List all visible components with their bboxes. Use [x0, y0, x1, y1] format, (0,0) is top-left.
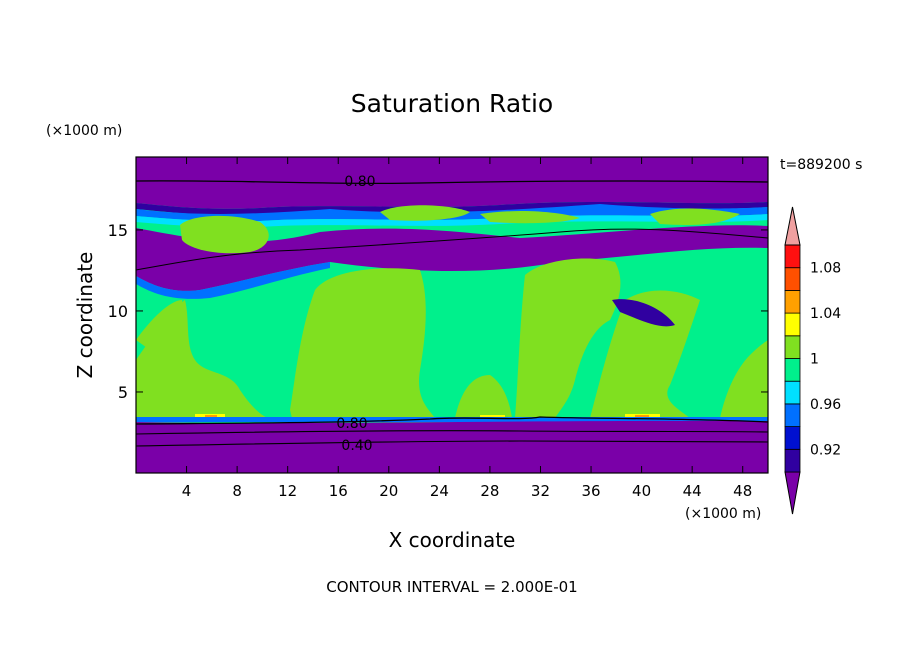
lower-dry-region: [136, 420, 768, 473]
y-tick-label: 5: [118, 383, 128, 402]
y-tick-label: 10: [108, 302, 128, 321]
cloud-tower: [136, 300, 183, 350]
dry-intrusion-band: [136, 225, 768, 291]
upper-cyan-band: [136, 214, 768, 228]
upper-cloud-patch: [380, 205, 470, 221]
contour-line-lower: [136, 430, 768, 435]
colorbar-max-arrow: [784, 206, 801, 246]
colorbar-tick-label: 0.92: [810, 442, 841, 458]
time-label: t=889200 s: [780, 157, 862, 173]
colorbar-swatch: [784, 448, 801, 473]
dry-intrusion-edge: [136, 262, 330, 299]
colorbar-swatch: [784, 267, 801, 291]
x-tick-label: 16: [329, 482, 348, 500]
dry-pocket: [612, 299, 675, 327]
x-axis-ticks: 4 8 12 16 20 24 28 32 36 40 44 48: [182, 157, 752, 500]
x-tick-label: 4: [182, 482, 192, 500]
colorbar-tick-label: 1.04: [810, 306, 841, 322]
contour-label: 0.80: [344, 174, 375, 190]
upper-cloud-patch: [650, 208, 740, 225]
x-tick-label: 32: [531, 482, 550, 500]
y-axis-unit: (×1000 m): [46, 123, 122, 139]
x-tick-label: 8: [232, 482, 242, 500]
cloud-tower: [290, 268, 435, 418]
supersaturation-spot: [205, 415, 217, 418]
colorbar-swatch: [784, 289, 801, 314]
colorbar-min-arrow: [784, 471, 801, 515]
y-tick-label: 15: [108, 221, 128, 240]
contour-labels: 0.80 0.80 0.40: [336, 174, 375, 454]
x-tick-label: 44: [683, 482, 702, 500]
contour-line-lower: [136, 416, 768, 425]
colorbar-swatch: [784, 312, 801, 337]
upper-cloud-patch: [480, 211, 580, 224]
cloud-tower: [455, 375, 512, 418]
contour-label: 0.40: [341, 438, 372, 454]
x-axis-label: X coordinate: [389, 528, 516, 552]
x-tick-label: 36: [581, 482, 600, 500]
colorbar: 0.92 0.96 1 1.04 1.08: [784, 206, 841, 515]
cloud-tower: [515, 258, 621, 418]
upper-cloud-patch: [180, 215, 269, 254]
x-tick-label: 20: [379, 482, 398, 500]
colorbar-swatch: [784, 335, 801, 359]
y-axis-label: Z coordinate: [73, 252, 97, 379]
cloud-tower: [720, 340, 768, 418]
x-tick-label: 28: [480, 482, 499, 500]
x-tick-label: 48: [733, 482, 752, 500]
colorbar-swatch: [784, 403, 801, 427]
x-axis-unit: (×1000 m): [685, 506, 761, 522]
contour-line-mid: [136, 228, 768, 271]
x-tick-label: 12: [278, 482, 297, 500]
colorbar-swatch: [784, 380, 801, 405]
colorbar-tick-label: 1: [810, 352, 819, 368]
colorbar-swatch: [784, 244, 801, 269]
x-tick-label: 24: [430, 482, 449, 500]
colorbar-tick-label: 0.96: [810, 397, 841, 413]
supersaturation-spot: [480, 415, 505, 418]
colorbar-swatch: [784, 358, 801, 382]
contour-plot-area: [136, 157, 768, 473]
supersaturation-spot: [635, 415, 649, 418]
colorbar-tick-label: 1.08: [810, 261, 841, 277]
colorbar-swatch: [784, 426, 801, 450]
x-tick-label: 40: [632, 482, 651, 500]
chart-title: Saturation Ratio: [351, 89, 553, 118]
plot-frame: [135, 156, 769, 474]
contour-line-lower: [136, 440, 768, 447]
contour-line-top: [136, 180, 768, 185]
y-axis-ticks: 5 10 15: [108, 221, 768, 402]
contour-interval-footer: CONTOUR INTERVAL = 2.000E-01: [326, 578, 577, 596]
contour-label: 0.80: [336, 416, 367, 432]
